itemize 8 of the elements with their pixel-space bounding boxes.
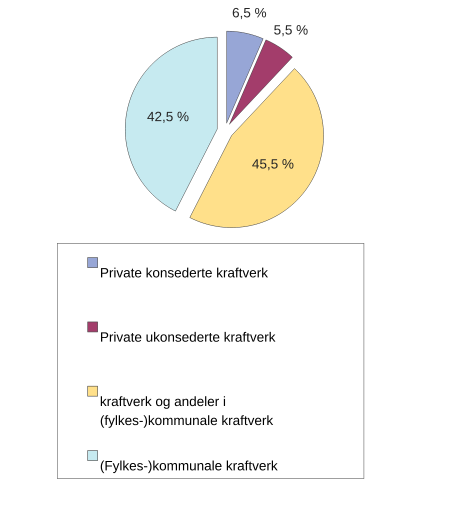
legend-label: Private ukonsederte kraftverk [101,332,276,342]
legend-label: (Fylkes-)kommunale kraftverk [100,460,278,474]
data-label: 6,5 % [232,8,266,20]
legend-label: Private konsederte kraftverk [101,268,268,278]
data-label: 5,5 % [274,25,308,36]
legend-label: kraftverk og andeler i (fylkes-)kommunale kraftverk [100,396,274,428]
data-label: 42,5 % [147,112,189,123]
data-label: 45,5 % [252,159,294,170]
